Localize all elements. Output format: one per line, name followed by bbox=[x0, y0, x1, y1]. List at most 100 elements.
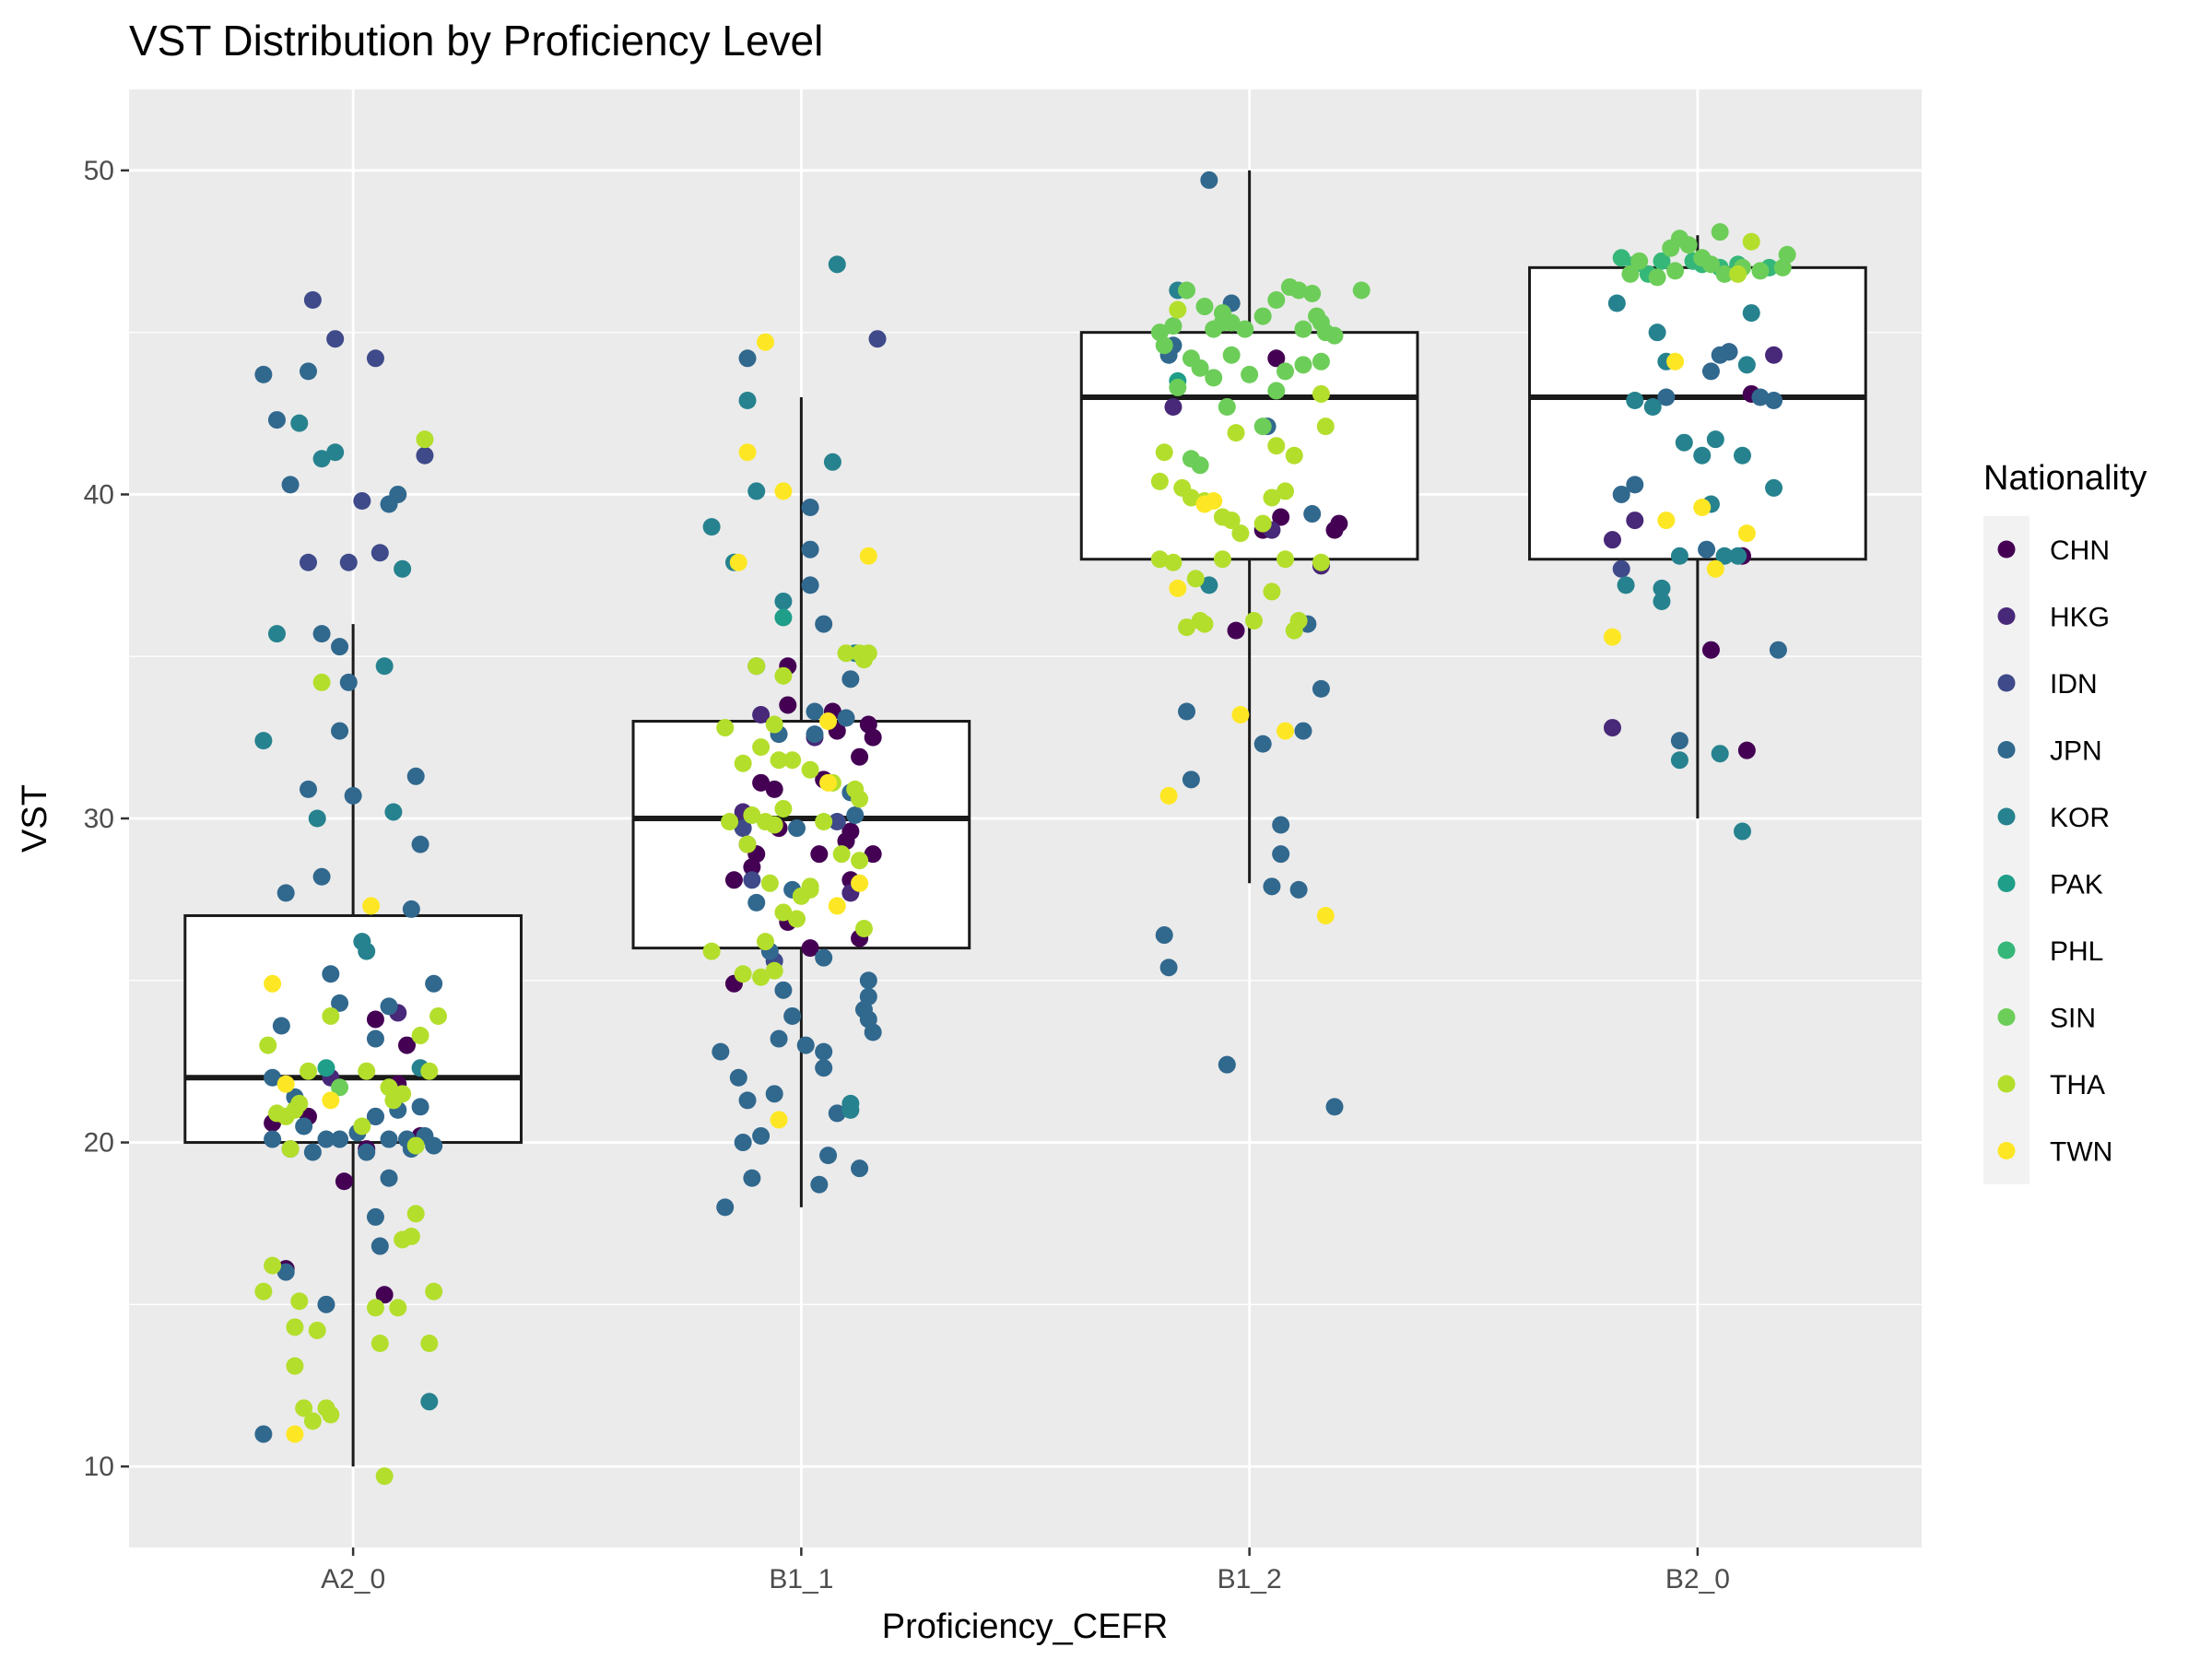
data-point-JPN bbox=[1303, 505, 1322, 524]
data-point-SIN bbox=[1191, 359, 1209, 377]
data-point-JPN bbox=[358, 1143, 376, 1161]
data-point-THA bbox=[1195, 615, 1214, 633]
data-point-JPN bbox=[752, 1127, 771, 1146]
data-point-SIN bbox=[1778, 245, 1796, 264]
data-point-CHN bbox=[375, 1286, 394, 1304]
data-point-KOR bbox=[384, 803, 403, 821]
data-point-KOR bbox=[1734, 446, 1751, 465]
data-point-TWN bbox=[1737, 524, 1756, 543]
data-point-THA bbox=[295, 1399, 313, 1418]
data-point-JPN bbox=[788, 819, 806, 838]
data-point-THA bbox=[770, 751, 788, 770]
data-point-SIN bbox=[331, 1078, 349, 1097]
data-point-KOR bbox=[312, 450, 331, 468]
data-point-JPN bbox=[1155, 926, 1173, 945]
data-point-THA bbox=[752, 968, 771, 986]
legend-label-THA: THA bbox=[2050, 1070, 2105, 1100]
data-point-THA bbox=[353, 1117, 371, 1135]
data-point-JPN bbox=[366, 1207, 384, 1226]
data-point-JPN bbox=[841, 670, 860, 688]
data-point-JPN bbox=[1720, 343, 1738, 361]
data-point-CHN bbox=[752, 773, 771, 792]
data-point-THA bbox=[303, 1412, 322, 1430]
data-point-TWN bbox=[819, 712, 838, 731]
data-point-KOR bbox=[1653, 592, 1671, 610]
data-point-THA bbox=[760, 874, 779, 892]
data-point-SIN bbox=[1630, 252, 1649, 270]
data-point-JPN bbox=[1272, 816, 1290, 834]
data-point-JPN bbox=[1178, 702, 1196, 721]
data-point-JPN bbox=[411, 1098, 429, 1116]
data-point-THA bbox=[716, 719, 735, 737]
data-point-TWN bbox=[362, 897, 381, 915]
data-point-THA bbox=[267, 1104, 286, 1123]
data-point-IDN bbox=[828, 813, 846, 831]
legend-key-PAK bbox=[1997, 875, 2016, 892]
data-point-KOR bbox=[290, 414, 309, 432]
data-point-KOR bbox=[308, 809, 326, 828]
data-point-CHN bbox=[810, 845, 829, 864]
data-point-SIN bbox=[1267, 291, 1286, 310]
x-axis-title: Proficiency_CEFR bbox=[882, 1607, 1168, 1646]
data-point-JPN bbox=[738, 1091, 757, 1110]
data-point-JPN bbox=[729, 1068, 747, 1087]
data-point-CHN bbox=[765, 780, 783, 798]
data-point-THA bbox=[1729, 265, 1747, 283]
data-point-JPN bbox=[819, 1147, 838, 1165]
data-point-JPN bbox=[765, 1085, 783, 1103]
legend-title: Nationality bbox=[1983, 459, 2147, 498]
data-point-THA bbox=[788, 910, 806, 928]
data-point-JPN bbox=[837, 709, 855, 727]
data-point-JPN bbox=[402, 900, 420, 918]
data-point-HKG bbox=[1603, 719, 1621, 737]
data-point-HKG bbox=[1626, 512, 1644, 530]
data-point-JPN bbox=[851, 1159, 869, 1178]
data-point-JPN bbox=[344, 786, 362, 805]
data-point-SIN bbox=[1267, 382, 1286, 400]
data-point-THA bbox=[322, 1406, 340, 1424]
box-B2_0 bbox=[1528, 265, 1867, 561]
data-point-TWN bbox=[1316, 906, 1335, 924]
data-point-THA bbox=[765, 961, 783, 980]
data-point-SIN bbox=[1352, 281, 1371, 300]
data-point-JPN bbox=[366, 1030, 384, 1048]
data-point-THA bbox=[774, 666, 793, 685]
data-point-JPN bbox=[303, 1143, 322, 1161]
data-point-JPN bbox=[300, 362, 317, 381]
data-point-JPN bbox=[380, 997, 398, 1016]
data-point-JPN bbox=[254, 1425, 273, 1443]
data-point-CHN bbox=[335, 1172, 353, 1191]
data-point-THA bbox=[1312, 553, 1330, 571]
data-point-JPN bbox=[1765, 391, 1783, 409]
data-point-JPN bbox=[339, 673, 358, 691]
legend-label-KOR: KOR bbox=[2050, 803, 2110, 833]
data-point-THA bbox=[312, 673, 331, 691]
legend-label-TWN: TWN bbox=[2050, 1137, 2112, 1168]
data-point-CHN bbox=[1737, 741, 1756, 759]
data-point-JPN bbox=[331, 638, 349, 656]
data-point-CHN bbox=[851, 747, 869, 766]
data-point-THA bbox=[859, 644, 877, 663]
legend-key-background bbox=[1983, 515, 2030, 1184]
data-point-JPN bbox=[846, 806, 865, 824]
data-point-THA bbox=[406, 1205, 425, 1223]
data-point-KOR bbox=[326, 443, 345, 462]
data-point-JPN bbox=[380, 495, 398, 513]
data-point-TWN bbox=[770, 1111, 788, 1129]
data-point-JPN bbox=[796, 1036, 815, 1054]
legend-key-JPN bbox=[1997, 741, 2016, 759]
legend-key-KOR bbox=[1997, 807, 2016, 826]
data-point-JPN bbox=[300, 780, 317, 798]
data-point-JPN bbox=[254, 365, 273, 383]
data-point-KOR bbox=[823, 453, 841, 471]
legend-key-TWN bbox=[1997, 1142, 2016, 1159]
data-point-THA bbox=[254, 1282, 273, 1300]
data-point-IDN bbox=[339, 553, 358, 571]
data-point-JPN bbox=[801, 576, 819, 594]
data-point-JPN bbox=[1312, 679, 1330, 698]
data-point-CHN bbox=[1267, 349, 1286, 368]
boxes bbox=[183, 265, 1867, 1145]
data-point-PAK bbox=[317, 1059, 335, 1077]
data-point-KOR bbox=[1626, 391, 1644, 409]
data-point-IDN bbox=[371, 544, 389, 562]
